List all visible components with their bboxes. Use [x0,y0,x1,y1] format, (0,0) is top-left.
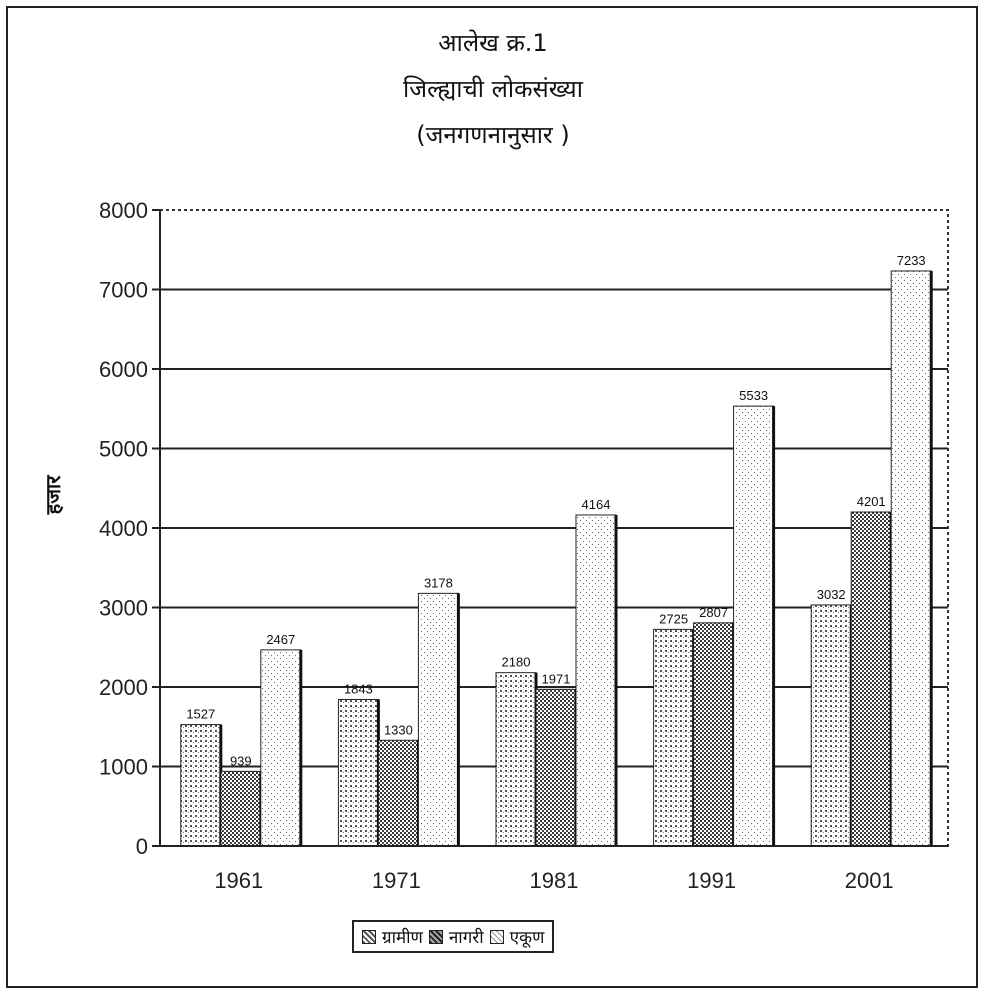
bar [495,672,537,847]
bar [220,770,262,847]
y-tick-label: 0 [136,834,148,859]
axis-layer: 0 1000 2000 3000 4000 5000 6000 7000 8000 1961 197… [99,198,948,893]
chart-title: आलेख क्र.1 [438,29,548,57]
data-label: 1843 [344,681,373,696]
legend: ग्रामीण नागरी एकूण [352,920,555,953]
bar [653,628,695,847]
x-tick-label: 1961 [214,868,263,893]
legend-swatch-rural [362,929,376,944]
y-tick-label: 4000 [99,516,148,541]
data-label: 7233 [897,253,926,268]
legend-label-total: एकूण [509,928,545,948]
data-label: 1527 [186,707,215,722]
legend-swatch-urban [428,929,443,944]
legend-label-rural: ग्रामीण [382,928,423,948]
bar [260,649,302,847]
y-tick-label: 6000 [99,357,148,382]
data-label: 4164 [582,497,611,512]
bar [733,405,775,847]
bars-layer [180,270,933,847]
bar [850,511,892,847]
x-tick-label: 1981 [530,868,579,893]
data-label: 1330 [384,722,413,737]
labels-layer: 1527 939 2467 1843 1330 3178 2180 1971 4164 2725 2… [186,253,925,768]
chart-subtitle-2: (जनगणनानुसार ) [416,121,570,149]
data-label: 1971 [542,671,571,686]
bar [890,270,932,847]
data-label: 2725 [659,611,688,626]
data-label: 2467 [266,632,295,647]
bar [180,724,222,847]
y-tick-label: 7000 [99,278,148,303]
y-tick-label: 2000 [99,675,148,700]
data-label: 3178 [424,575,453,590]
bar [337,698,379,847]
data-label: 2180 [502,655,531,670]
legend-swatch-total [489,929,504,944]
y-axis-label: हजार [41,475,65,516]
bar [575,514,617,847]
bar [535,688,577,847]
y-tick-label: 1000 [99,755,148,780]
x-tick-label: 2001 [845,868,894,893]
bar [377,739,419,847]
x-tick-label: 1991 [687,868,736,893]
bar [810,604,852,847]
data-label: 939 [230,753,252,768]
chart-frame [6,6,978,988]
legend-label-urban: नागरी [448,928,484,948]
bar [417,592,459,847]
data-label: 2807 [699,605,728,620]
data-label: 4201 [857,494,886,509]
bar [693,622,735,847]
y-tick-label: 5000 [99,437,148,462]
data-label: 3032 [817,587,846,602]
y-tick-label: 8000 [99,198,148,223]
y-tick-label: 3000 [99,596,148,621]
chart-subtitle: जिल्ह्याची लोकसंख्या [403,75,583,103]
x-tick-label: 1971 [372,868,421,893]
data-label: 5533 [739,388,768,403]
